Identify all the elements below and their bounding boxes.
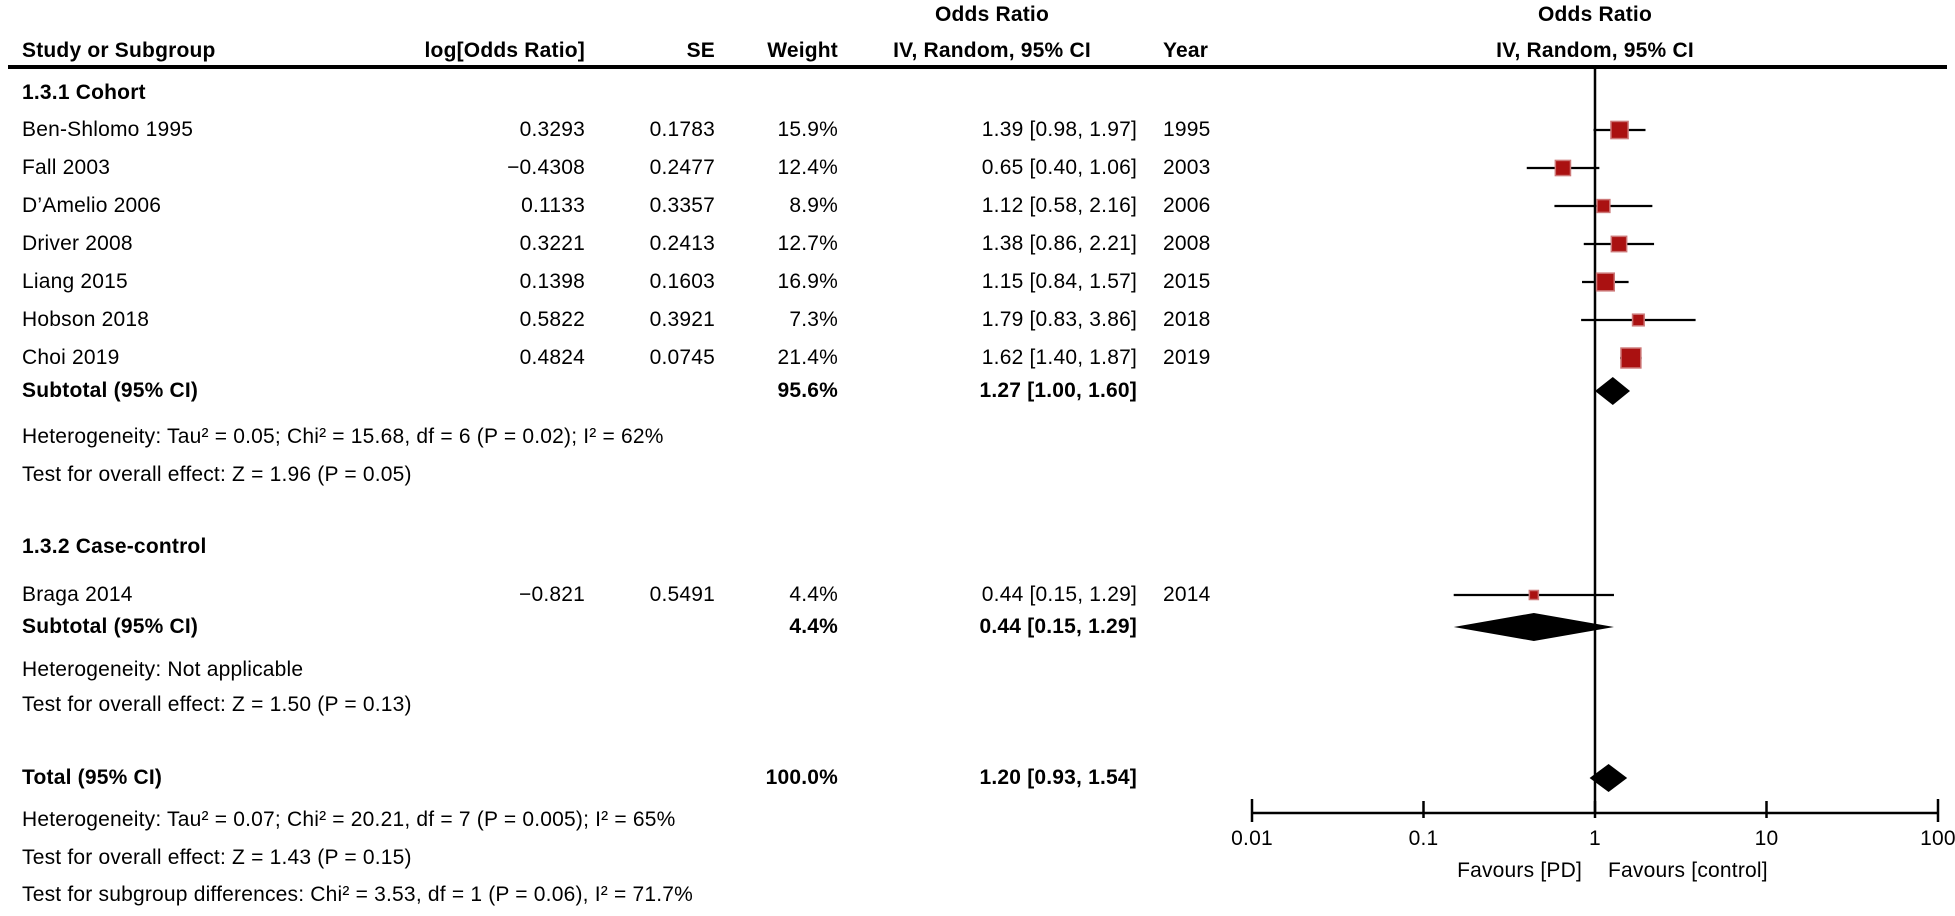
heterogeneity-text: Heterogeneity: Not applicable	[22, 658, 304, 681]
ci-value: 1.39 [0.98, 1.97]	[981, 118, 1137, 141]
study-name: Hobson 2018	[22, 308, 150, 331]
axis-tick-label: 100	[1920, 827, 1955, 850]
study-name: D’Amelio 2006	[22, 194, 162, 217]
weight-value: 8.9%	[789, 194, 838, 217]
se-value: 0.1603	[649, 270, 715, 293]
study-name: Driver 2008	[22, 232, 133, 255]
weight-value: 12.7%	[777, 232, 838, 255]
pooled-diamond	[1453, 613, 1614, 641]
year-value: 2019	[1163, 346, 1211, 369]
column-header-logor: log[Odds Ratio]	[424, 39, 585, 62]
study-name: Choi 2019	[22, 346, 120, 369]
header-divider	[8, 65, 1947, 69]
heterogeneity-text: Heterogeneity: Tau² = 0.05; Chi² = 15.68…	[22, 425, 664, 448]
logor-value: 0.4824	[519, 346, 585, 369]
study-name: Ben-Shlomo 1995	[22, 118, 194, 141]
group-header: 1.3.1 Cohort	[22, 81, 146, 104]
se-value: 0.0745	[649, 346, 715, 369]
se-value: 0.3921	[649, 308, 715, 331]
pooled-diamond	[1595, 377, 1631, 405]
ci-value: 1.79 [0.83, 3.86]	[981, 308, 1137, 331]
se-value: 0.1783	[649, 118, 715, 141]
pooled-label: Total (95% CI)	[22, 766, 163, 789]
pooled-weight: 95.6%	[777, 379, 838, 402]
logor-value: −0.821	[518, 583, 585, 606]
se-value: 0.2477	[649, 156, 715, 179]
weight-value: 7.3%	[789, 308, 838, 331]
study-marker	[1596, 198, 1611, 214]
logor-value: −0.4308	[507, 156, 585, 179]
effect-header-right: Odds Ratio	[1537, 3, 1652, 26]
group-header: 1.3.2 Case-control	[22, 535, 207, 558]
study-marker	[1610, 120, 1629, 140]
ci-value: 0.44 [0.15, 1.29]	[981, 583, 1137, 606]
pooled-weight: 100.0%	[765, 766, 838, 789]
pooled-diamond	[1589, 764, 1628, 792]
axis-tick-label: 1	[1589, 827, 1601, 850]
se-value: 0.2413	[649, 232, 715, 255]
column-header-study: Study or Subgroup	[22, 39, 216, 62]
pooled-label: Subtotal (95% CI)	[22, 379, 199, 402]
weight-value: 16.9%	[777, 270, 838, 293]
ci-value: 0.65 [0.40, 1.06]	[981, 156, 1137, 179]
effect-header-left: Odds Ratio	[934, 3, 1049, 26]
pooled-ci: 0.44 [0.15, 1.29]	[979, 615, 1137, 638]
column-header-year: Year	[1163, 39, 1209, 62]
se-value: 0.3357	[649, 194, 715, 217]
favours-left-label: Favours [PD]	[1457, 859, 1582, 882]
column-header-ci: IV, Random, 95% CI	[893, 39, 1091, 62]
ci-value: 1.15 [0.84, 1.57]	[981, 270, 1137, 293]
year-value: 2014	[1163, 583, 1211, 606]
study-marker	[1528, 589, 1540, 601]
year-value: 2003	[1163, 156, 1211, 179]
column-header-se: SE	[686, 39, 715, 62]
overall-effect-text: Test for overall effect: Z = 1.50 (P = 0…	[22, 693, 412, 716]
axis-tick-label: 10	[1754, 827, 1779, 850]
year-value: 2006	[1163, 194, 1211, 217]
footer-stat-text: Test for subgroup differences: Chi² = 3.…	[22, 883, 694, 906]
study-name: Liang 2015	[22, 270, 128, 293]
year-value: 1995	[1163, 118, 1211, 141]
study-marker	[1620, 347, 1642, 369]
se-value: 0.5491	[649, 583, 715, 606]
logor-value: 0.1398	[519, 270, 585, 293]
study-name: Fall 2003	[22, 156, 111, 179]
logor-value: 0.1133	[521, 194, 585, 217]
study-marker	[1554, 159, 1572, 177]
year-value: 2015	[1163, 270, 1211, 293]
pooled-ci: 1.20 [0.93, 1.54]	[979, 766, 1137, 789]
ci-value: 1.12 [0.58, 2.16]	[981, 194, 1137, 217]
pooled-ci: 1.27 [1.00, 1.60]	[979, 379, 1137, 402]
footer-stat-text: Heterogeneity: Tau² = 0.07; Chi² = 20.21…	[22, 808, 676, 831]
overall-effect-text: Test for overall effect: Z = 1.96 (P = 0…	[22, 463, 412, 486]
logor-value: 0.3221	[519, 232, 585, 255]
pooled-label: Subtotal (95% CI)	[22, 615, 199, 638]
study-marker	[1631, 313, 1645, 327]
ci-value: 1.62 [1.40, 1.87]	[981, 346, 1137, 369]
year-value: 2008	[1163, 232, 1211, 255]
logor-value: 0.3293	[519, 118, 585, 141]
weight-value: 12.4%	[777, 156, 838, 179]
study-name: Braga 2014	[22, 583, 133, 606]
axis-tick-label: 0.01	[1231, 827, 1273, 850]
weight-value: 15.9%	[777, 118, 838, 141]
favours-right-label: Favours [control]	[1608, 859, 1768, 882]
weight-value: 21.4%	[777, 346, 838, 369]
pooled-weight: 4.4%	[789, 615, 838, 638]
study-marker	[1610, 235, 1628, 253]
logor-value: 0.5822	[519, 308, 585, 331]
year-value: 2018	[1163, 308, 1211, 331]
ci-value: 1.38 [0.86, 2.21]	[981, 232, 1137, 255]
column-header-weight: Weight	[767, 39, 838, 62]
footer-stat-text: Test for overall effect: Z = 1.43 (P = 0…	[22, 846, 412, 869]
weight-value: 4.4%	[789, 583, 838, 606]
study-marker	[1595, 272, 1615, 292]
axis-tick-label: 0.1	[1408, 827, 1439, 850]
method-header-right: IV, Random, 95% CI	[1496, 39, 1694, 62]
